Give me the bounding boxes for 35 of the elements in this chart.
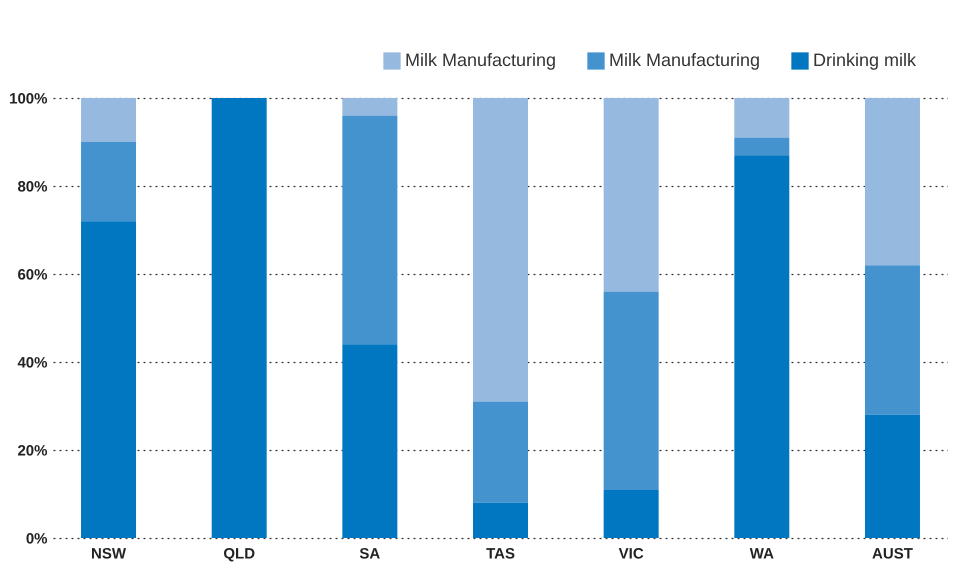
- y-tick-label: 40%: [17, 354, 48, 372]
- bar: [734, 138, 790, 156]
- x-tick-label: SA: [359, 546, 380, 562]
- bar: [342, 344, 398, 538]
- bar: [604, 98, 659, 292]
- legend-label: Milk Manufacturing: [405, 50, 556, 70]
- bar: [473, 98, 528, 402]
- bar: [81, 221, 136, 538]
- x-tick-label: TAS: [486, 546, 515, 562]
- bar: [342, 116, 398, 344]
- x-tick-label: NSW: [91, 546, 127, 562]
- bar: [604, 490, 659, 538]
- bar: [734, 98, 790, 138]
- x-tick-label: AUST: [872, 546, 913, 562]
- y-tick-label: 60%: [17, 266, 48, 284]
- bar: [81, 98, 136, 142]
- bar: [473, 502, 528, 538]
- legend-label: Milk Manufacturing: [609, 50, 760, 70]
- x-tick-label: WA: [750, 546, 774, 562]
- y-tick-label: 100%: [9, 90, 48, 108]
- bar: [604, 292, 659, 490]
- bar: [212, 98, 267, 538]
- legend-label: Drinking milk: [813, 50, 918, 70]
- bar: [864, 414, 920, 538]
- bar: [81, 142, 136, 222]
- bar: [473, 402, 528, 503]
- bar: [734, 155, 790, 538]
- y-tick-label: 0%: [26, 530, 48, 548]
- y-tick-label: 80%: [17, 178, 48, 196]
- bar: [864, 98, 920, 266]
- x-tick-label: VIC: [618, 546, 644, 562]
- y-tick-label: 20%: [17, 442, 48, 460]
- bar: [864, 265, 920, 415]
- bar: [342, 98, 398, 116]
- x-tick-label: QLD: [223, 546, 256, 562]
